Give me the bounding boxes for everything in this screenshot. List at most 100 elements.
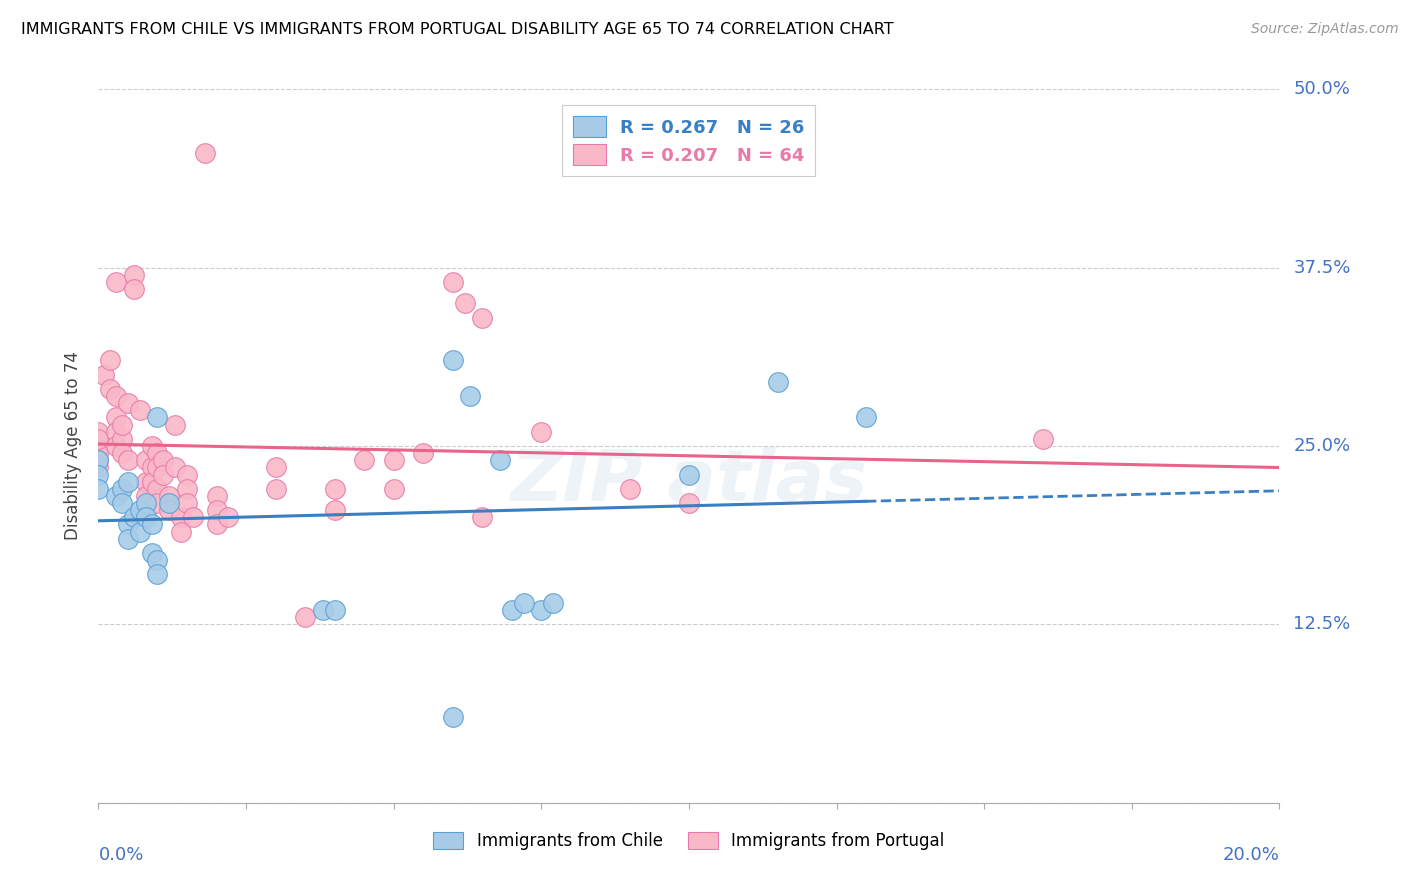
Point xyxy=(128,403,150,417)
Point xyxy=(176,482,198,496)
Point xyxy=(619,482,641,496)
Point xyxy=(122,282,145,296)
Point xyxy=(105,489,128,503)
Point xyxy=(87,446,110,460)
Point xyxy=(157,496,180,510)
Point xyxy=(205,517,228,532)
Point xyxy=(105,425,128,439)
Point xyxy=(264,482,287,496)
Point xyxy=(146,410,169,425)
Point xyxy=(157,489,180,503)
Point xyxy=(146,482,169,496)
Point xyxy=(135,510,157,524)
Text: 12.5%: 12.5% xyxy=(1294,615,1351,633)
Point xyxy=(353,453,375,467)
Point xyxy=(530,425,553,439)
Point xyxy=(111,446,134,460)
Point xyxy=(441,710,464,724)
Point xyxy=(141,517,163,532)
Point xyxy=(382,482,405,496)
Point xyxy=(152,453,174,467)
Text: 20.0%: 20.0% xyxy=(1223,846,1279,863)
Text: 0.0%: 0.0% xyxy=(98,846,143,863)
Point xyxy=(530,603,553,617)
Point xyxy=(87,425,110,439)
Point xyxy=(98,353,121,368)
Point xyxy=(323,603,346,617)
Point xyxy=(146,446,169,460)
Point xyxy=(471,310,494,325)
Point xyxy=(111,482,134,496)
Point xyxy=(146,553,169,567)
Point xyxy=(170,524,193,539)
Point xyxy=(176,496,198,510)
Point xyxy=(146,496,169,510)
Point xyxy=(194,146,217,161)
Text: 50.0%: 50.0% xyxy=(1294,80,1350,98)
Point xyxy=(105,410,128,425)
Point xyxy=(382,453,405,467)
Point xyxy=(165,460,187,475)
Point xyxy=(87,482,110,496)
Point xyxy=(501,603,523,617)
Point xyxy=(87,467,110,482)
Point xyxy=(176,467,198,482)
Point xyxy=(122,510,145,524)
Point xyxy=(135,496,157,510)
Text: IMMIGRANTS FROM CHILE VS IMMIGRANTS FROM PORTUGAL DISABILITY AGE 65 TO 74 CORREL: IMMIGRANTS FROM CHILE VS IMMIGRANTS FROM… xyxy=(21,22,894,37)
Point xyxy=(87,453,110,467)
Point xyxy=(323,503,346,517)
Text: 25.0%: 25.0% xyxy=(1294,437,1351,455)
Point xyxy=(412,446,434,460)
Point xyxy=(141,475,163,489)
Text: Source: ZipAtlas.com: Source: ZipAtlas.com xyxy=(1251,22,1399,37)
Point xyxy=(117,517,139,532)
Point xyxy=(105,275,128,289)
Point xyxy=(541,596,564,610)
Point xyxy=(105,389,128,403)
Point xyxy=(141,546,163,560)
Point xyxy=(98,382,121,396)
Text: ZIP atlas: ZIP atlas xyxy=(510,447,868,516)
Point xyxy=(87,453,110,467)
Point xyxy=(93,368,115,382)
Point xyxy=(135,453,157,467)
Point xyxy=(128,503,150,517)
Point xyxy=(87,439,110,453)
Point xyxy=(111,417,134,432)
Point xyxy=(111,432,134,446)
Point xyxy=(312,603,335,617)
Point xyxy=(87,460,110,475)
Point xyxy=(441,353,464,368)
Point xyxy=(264,460,287,475)
Point xyxy=(146,567,169,582)
Point xyxy=(489,453,512,467)
Point xyxy=(141,439,163,453)
Point xyxy=(152,467,174,482)
Point xyxy=(128,524,150,539)
Point xyxy=(766,375,789,389)
Legend: Immigrants from Chile, Immigrants from Portugal: Immigrants from Chile, Immigrants from P… xyxy=(425,824,953,859)
Point xyxy=(453,296,475,310)
Point xyxy=(117,475,139,489)
Point xyxy=(294,610,316,624)
Point xyxy=(678,467,700,482)
Point xyxy=(165,417,187,432)
Point xyxy=(170,510,193,524)
Point xyxy=(323,482,346,496)
Point xyxy=(441,275,464,289)
Point xyxy=(87,432,110,446)
Point xyxy=(678,496,700,510)
Point xyxy=(135,475,157,489)
Y-axis label: Disability Age 65 to 74: Disability Age 65 to 74 xyxy=(65,351,83,541)
Point xyxy=(181,510,204,524)
Point xyxy=(1032,432,1054,446)
Point xyxy=(146,460,169,475)
Point xyxy=(157,503,180,517)
Point xyxy=(471,510,494,524)
Point xyxy=(135,489,157,503)
Point xyxy=(141,460,163,475)
Point xyxy=(205,503,228,517)
Point xyxy=(217,510,239,524)
Point xyxy=(855,410,877,425)
